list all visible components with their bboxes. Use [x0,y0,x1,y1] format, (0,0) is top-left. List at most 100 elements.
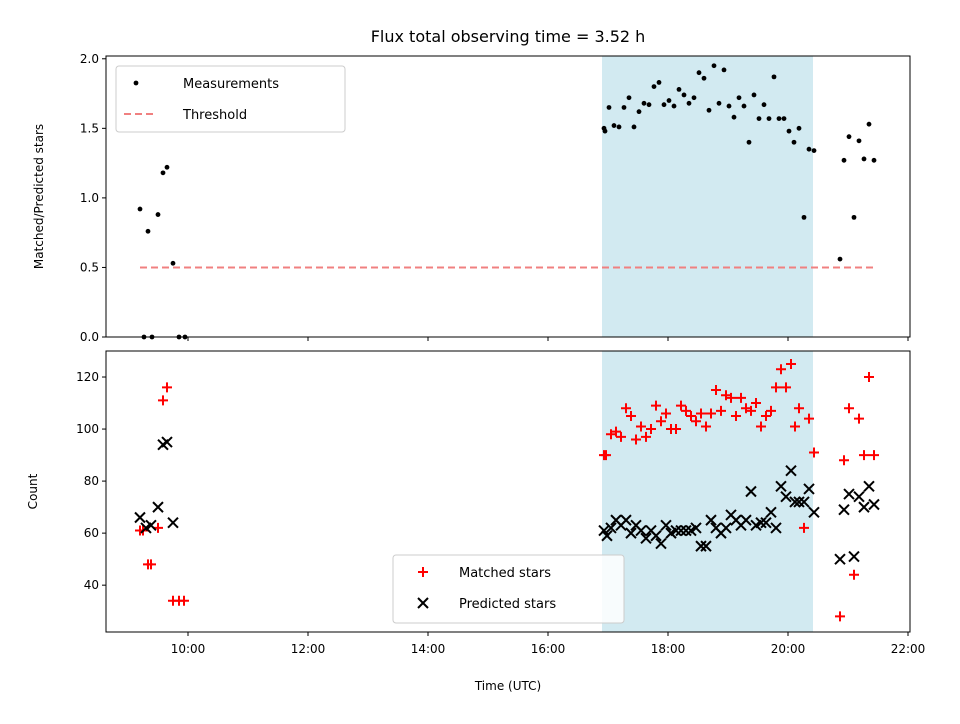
x-tick-label: 10:00 [171,642,206,656]
measurement-point [160,170,166,176]
measurement-point [651,84,657,90]
predicted-star-point [695,540,707,552]
measurement-point [676,86,682,92]
measurement-point [716,100,722,106]
measurement-point [851,214,857,220]
predicted-star-point [740,514,752,526]
predicted-star-point [834,553,846,565]
measurement-point [686,100,692,106]
top-panel: 0.0 0.5 1.0 1.5 2.0 Matched/Predicted stars Me… [32,52,911,344]
matched-star-point [711,385,721,396]
measurement-point [806,146,812,152]
x-tick-label: 16:00 [531,642,566,656]
predicted-star-point [152,501,164,513]
matched-star-point [716,405,726,416]
predicted-star-point [863,480,875,493]
measurement-point [155,212,161,217]
predicted-star-point [635,524,647,537]
x-axis-label: Time (UTC) [474,679,541,693]
predicted-star-point [161,436,173,448]
legend-marker-measurements [133,80,139,86]
matched-star-point [158,395,168,406]
matched-star-point [790,421,800,432]
measurement-point [696,70,702,76]
matched-star-point [146,559,156,570]
predicted-star-point [167,517,179,529]
matched-star-point [731,411,741,422]
predicted-star-point [755,517,767,529]
measurement-point [761,102,767,108]
measurement-point [837,256,843,262]
y-tick-label: 0.5 [80,260,99,274]
measurement-point [621,105,627,110]
predicted-star-point [690,522,702,534]
matched-star-point [641,431,651,442]
measurement-point [641,100,647,106]
matched-star-point [691,416,701,427]
predicted-star-point [134,511,146,524]
plot-frame [105,55,911,338]
measurement-point [846,134,852,140]
matched-star-point [621,403,631,414]
matched-star-point [849,569,859,580]
matched-star-point [651,400,661,411]
matched-star-point [859,450,869,461]
matched-star-point [686,411,696,422]
measurement-point [661,102,667,108]
matched-star-point [701,421,711,432]
measurement-point [786,128,792,134]
x-tick-label: 22:00 [891,642,926,656]
measurement-point [861,156,867,162]
y-tick-label: 100 [76,422,99,436]
predicted-star-point [625,527,637,539]
predicted-star-point [793,496,805,508]
measurement-point [616,124,622,130]
predicted-star-point [803,483,815,495]
x-tick-label: 18:00 [651,642,686,656]
matched-star-point [636,421,646,432]
legend-marker-matched [418,567,428,577]
matched-star-point [804,413,814,424]
predicted-star-point [853,490,865,503]
matched-star-point [626,411,636,422]
legend-label: Predicted stars [459,597,556,612]
matched-star-point [766,405,776,416]
measurement-point [746,139,752,145]
predicted-star-point [848,550,860,563]
legend-box [115,65,346,133]
matched-star-point [869,450,879,461]
matched-star-point [631,434,641,445]
predicted-star-point [675,524,687,537]
predicted-star-point [650,530,662,542]
y-tick-label: 120 [76,370,99,384]
predicted-star-point [868,498,880,511]
predicted-star-point [655,537,667,550]
measurement-point [771,74,777,80]
matched-star-point [864,372,874,383]
measurement-point [776,116,782,121]
x-tick-label: 12:00 [291,642,326,656]
y-tick-label: 0.0 [80,330,99,344]
measurement-point [741,103,747,109]
matched-star-point [746,405,756,416]
matched-star-point [162,382,172,393]
measurement-point [751,92,757,98]
predicted-star-point [770,522,782,534]
y-tick-label: 2.0 [80,52,99,66]
predicted-star-point [765,506,777,519]
matched-star-point [726,392,736,403]
measurement-point [666,98,672,103]
matched-star-point [771,382,781,393]
bottom-panel: 40 60 80 100 120 10:00 12:00 14:00 16:00 18:00 20:… [26,350,926,693]
matched-star-point [794,403,804,414]
measurement-point [781,116,787,121]
matched-star-point [646,424,656,435]
legend-label: Threshold [182,108,247,123]
predicted-star-point [775,480,787,493]
predicted-star-point [785,464,797,477]
legend: Matched stars Predicted stars [392,554,625,624]
y-tick-label: 1.5 [80,121,99,135]
measurement-point [646,102,652,108]
predicted-star-point [705,514,717,526]
matched-star-point [736,392,746,403]
